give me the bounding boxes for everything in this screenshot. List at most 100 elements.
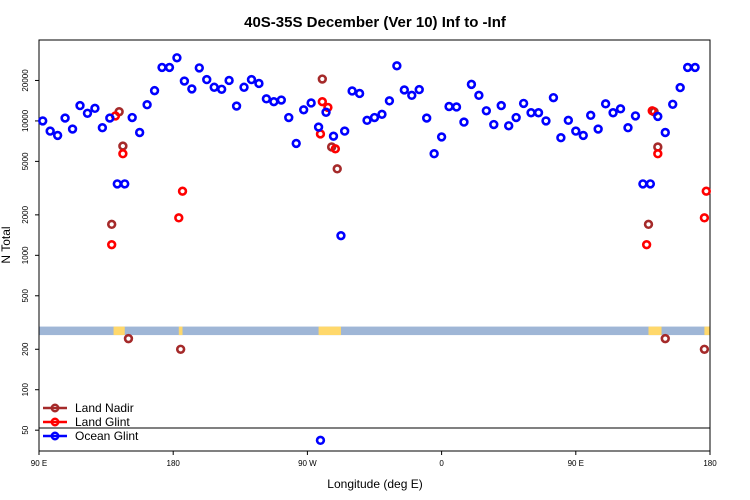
data-point bbox=[106, 219, 117, 230]
data-point bbox=[556, 133, 566, 143]
data-point bbox=[660, 333, 670, 344]
data-point bbox=[690, 62, 700, 73]
data-point bbox=[444, 101, 454, 112]
map-band-land bbox=[704, 326, 710, 336]
data-point bbox=[407, 90, 417, 101]
data-point bbox=[105, 113, 115, 123]
legend-label-ocean-glint: Ocean Glint bbox=[75, 429, 139, 443]
data-point bbox=[97, 123, 108, 133]
data-point bbox=[82, 108, 93, 118]
data-point bbox=[653, 111, 663, 122]
data-point bbox=[675, 82, 685, 93]
data-point bbox=[216, 84, 227, 94]
data-point bbox=[330, 144, 341, 154]
plot-frame bbox=[38, 39, 711, 452]
data-point bbox=[600, 99, 611, 109]
y-tick-label: 2000 bbox=[21, 205, 30, 223]
data-point bbox=[174, 213, 184, 223]
data-point bbox=[563, 115, 574, 126]
x-tick-label: 0 bbox=[439, 459, 444, 468]
data-point bbox=[254, 78, 264, 89]
data-point bbox=[187, 84, 197, 94]
chart-title: 40S-35S December (Ver 10) Inf to -Inf bbox=[244, 14, 507, 31]
map-band-land bbox=[318, 326, 341, 336]
data-point bbox=[436, 132, 447, 142]
x-tick-label: 90 E bbox=[568, 459, 584, 468]
y-tick-label: 500 bbox=[21, 289, 30, 303]
data-point bbox=[377, 109, 387, 120]
data-point bbox=[369, 112, 380, 123]
data-point bbox=[421, 113, 432, 123]
data-point bbox=[261, 94, 272, 104]
legend-label-land-nadir: Land Nadir bbox=[75, 401, 134, 415]
data-point bbox=[172, 53, 182, 63]
data-point bbox=[474, 90, 484, 101]
map-band-land bbox=[113, 326, 125, 336]
data-point bbox=[660, 127, 670, 138]
y-tick-label: 100 bbox=[21, 383, 30, 397]
data-point bbox=[67, 124, 78, 134]
y-tick-label: 20000 bbox=[21, 69, 30, 92]
data-point bbox=[489, 119, 499, 130]
map-band bbox=[39, 326, 710, 336]
data-point bbox=[414, 84, 424, 95]
data-point bbox=[638, 179, 648, 189]
data-point bbox=[118, 149, 128, 159]
data-point bbox=[149, 85, 160, 96]
data-point bbox=[392, 61, 402, 71]
data-point bbox=[118, 141, 128, 151]
data-point bbox=[246, 74, 257, 85]
data-point bbox=[291, 138, 301, 149]
data-point bbox=[593, 124, 603, 134]
data-point bbox=[623, 123, 633, 133]
data-point bbox=[284, 112, 294, 123]
data-point bbox=[459, 117, 469, 127]
data-point bbox=[175, 344, 186, 354]
data-point bbox=[399, 85, 410, 95]
x-tick-label: 90 E bbox=[31, 459, 47, 468]
x-tick-label: 180 bbox=[703, 459, 717, 468]
data-point bbox=[643, 219, 654, 230]
data-point bbox=[481, 106, 492, 116]
data-point bbox=[339, 126, 350, 136]
data-point bbox=[354, 88, 365, 99]
legend-label-land-glint: Land Glint bbox=[75, 415, 130, 429]
data-point bbox=[466, 79, 477, 90]
y-tick-label: 200 bbox=[21, 342, 30, 356]
x-tick-label: 90 W bbox=[298, 459, 317, 468]
data-point bbox=[306, 98, 316, 108]
legend-marker-land-glint bbox=[50, 417, 60, 427]
legend: Land Nadir Land Glint Ocean Glint bbox=[43, 401, 139, 443]
legend-marker-land-nadir bbox=[50, 403, 60, 413]
data-point bbox=[75, 100, 85, 111]
map-band-ocean bbox=[39, 326, 710, 336]
y-axis-label: N Total bbox=[0, 226, 13, 263]
data-point bbox=[571, 126, 581, 136]
y-tick-label: 50 bbox=[21, 425, 30, 434]
data-point bbox=[106, 239, 117, 250]
legend-item-land-glint: Land Glint bbox=[43, 415, 130, 429]
data-point bbox=[701, 186, 711, 196]
data-point bbox=[298, 105, 309, 115]
data-point bbox=[653, 149, 663, 159]
data-point bbox=[699, 213, 710, 223]
data-point bbox=[682, 62, 693, 73]
data-point bbox=[504, 121, 514, 131]
x-tick-label: 180 bbox=[167, 459, 181, 468]
data-point bbox=[112, 179, 122, 189]
data-point bbox=[347, 86, 357, 96]
data-point bbox=[313, 122, 324, 132]
data-point bbox=[194, 63, 204, 73]
data-point bbox=[518, 98, 529, 109]
data-point bbox=[224, 75, 234, 86]
data-point bbox=[123, 333, 134, 344]
data-point bbox=[177, 186, 188, 196]
data-point bbox=[645, 179, 656, 189]
data-point bbox=[45, 126, 55, 136]
data-point bbox=[647, 106, 657, 116]
series-land-glint bbox=[106, 96, 711, 250]
data-point bbox=[38, 116, 48, 126]
y-tick-label: 10000 bbox=[21, 109, 30, 132]
data-point bbox=[164, 62, 175, 73]
